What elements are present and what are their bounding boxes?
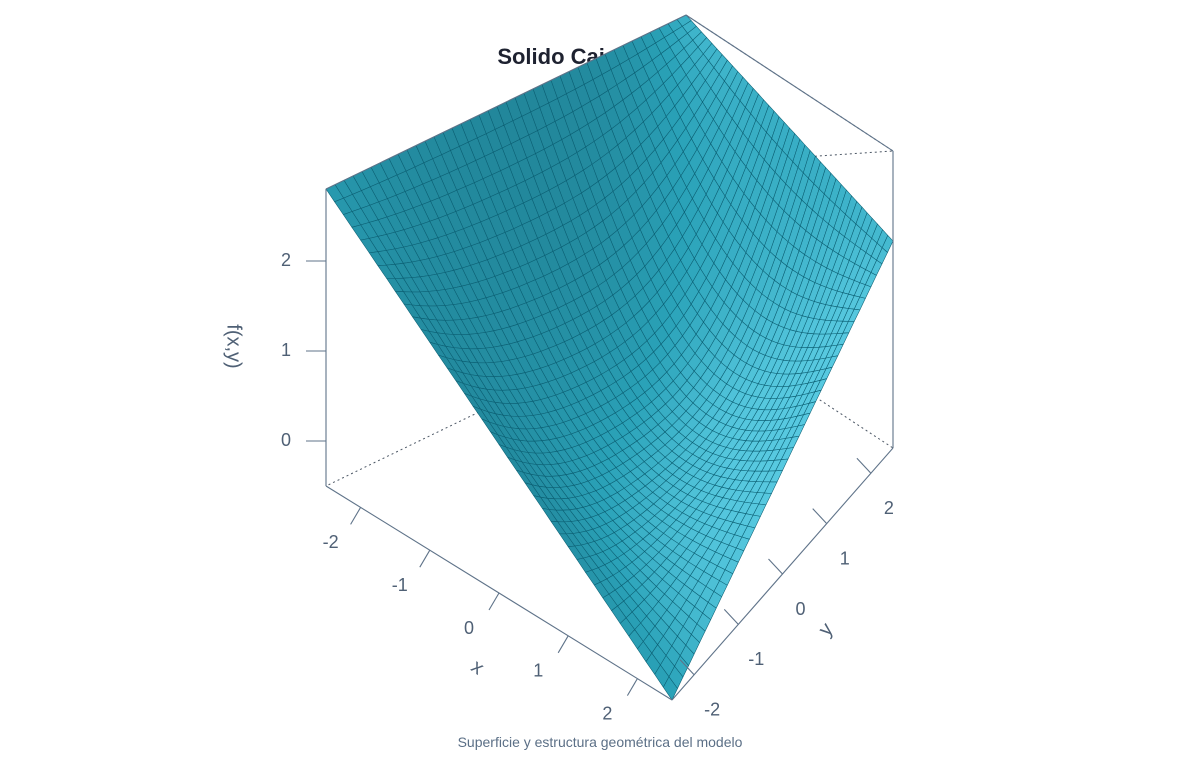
y-tick-mark <box>856 457 872 474</box>
y-tick-label: -2 <box>704 700 720 720</box>
box-edge <box>325 14 687 190</box>
surface-mesh <box>325 14 894 701</box>
x-tick-mark <box>557 635 569 654</box>
x-tick-mark <box>626 678 638 696</box>
y-tick-mark <box>812 508 828 524</box>
x-tick-label: 0 <box>464 618 474 638</box>
z-axis-title: f(x,y) <box>223 324 245 368</box>
y-tick-mark <box>768 558 783 575</box>
x-tick-mark <box>488 592 500 611</box>
box-edge <box>685 14 894 152</box>
y-tick-label: 0 <box>795 599 805 619</box>
x-axis-title: x <box>467 656 488 680</box>
z-tick-label: 2 <box>281 250 291 270</box>
chart-caption: Superficie y estructura geométrica del m… <box>457 734 743 750</box>
x-tick-label: -2 <box>323 532 339 552</box>
z-tick-label: 1 <box>281 340 291 360</box>
y-tick-label: 1 <box>840 548 850 568</box>
x-tick-label: -1 <box>392 575 408 595</box>
y-tick-label: 2 <box>884 498 894 518</box>
x-tick-mark <box>419 549 431 568</box>
y-tick-mark <box>723 609 739 625</box>
x-tick-label: 1 <box>533 661 543 681</box>
z-tick-label: 0 <box>281 430 291 450</box>
y-tick-mark <box>679 659 695 676</box>
surface-facet <box>663 676 678 701</box>
y-tick-label: -1 <box>748 649 764 669</box>
x-tick-label: 2 <box>602 703 612 723</box>
y-axis-title: y <box>814 619 837 641</box>
x-tick-mark <box>350 507 362 525</box>
